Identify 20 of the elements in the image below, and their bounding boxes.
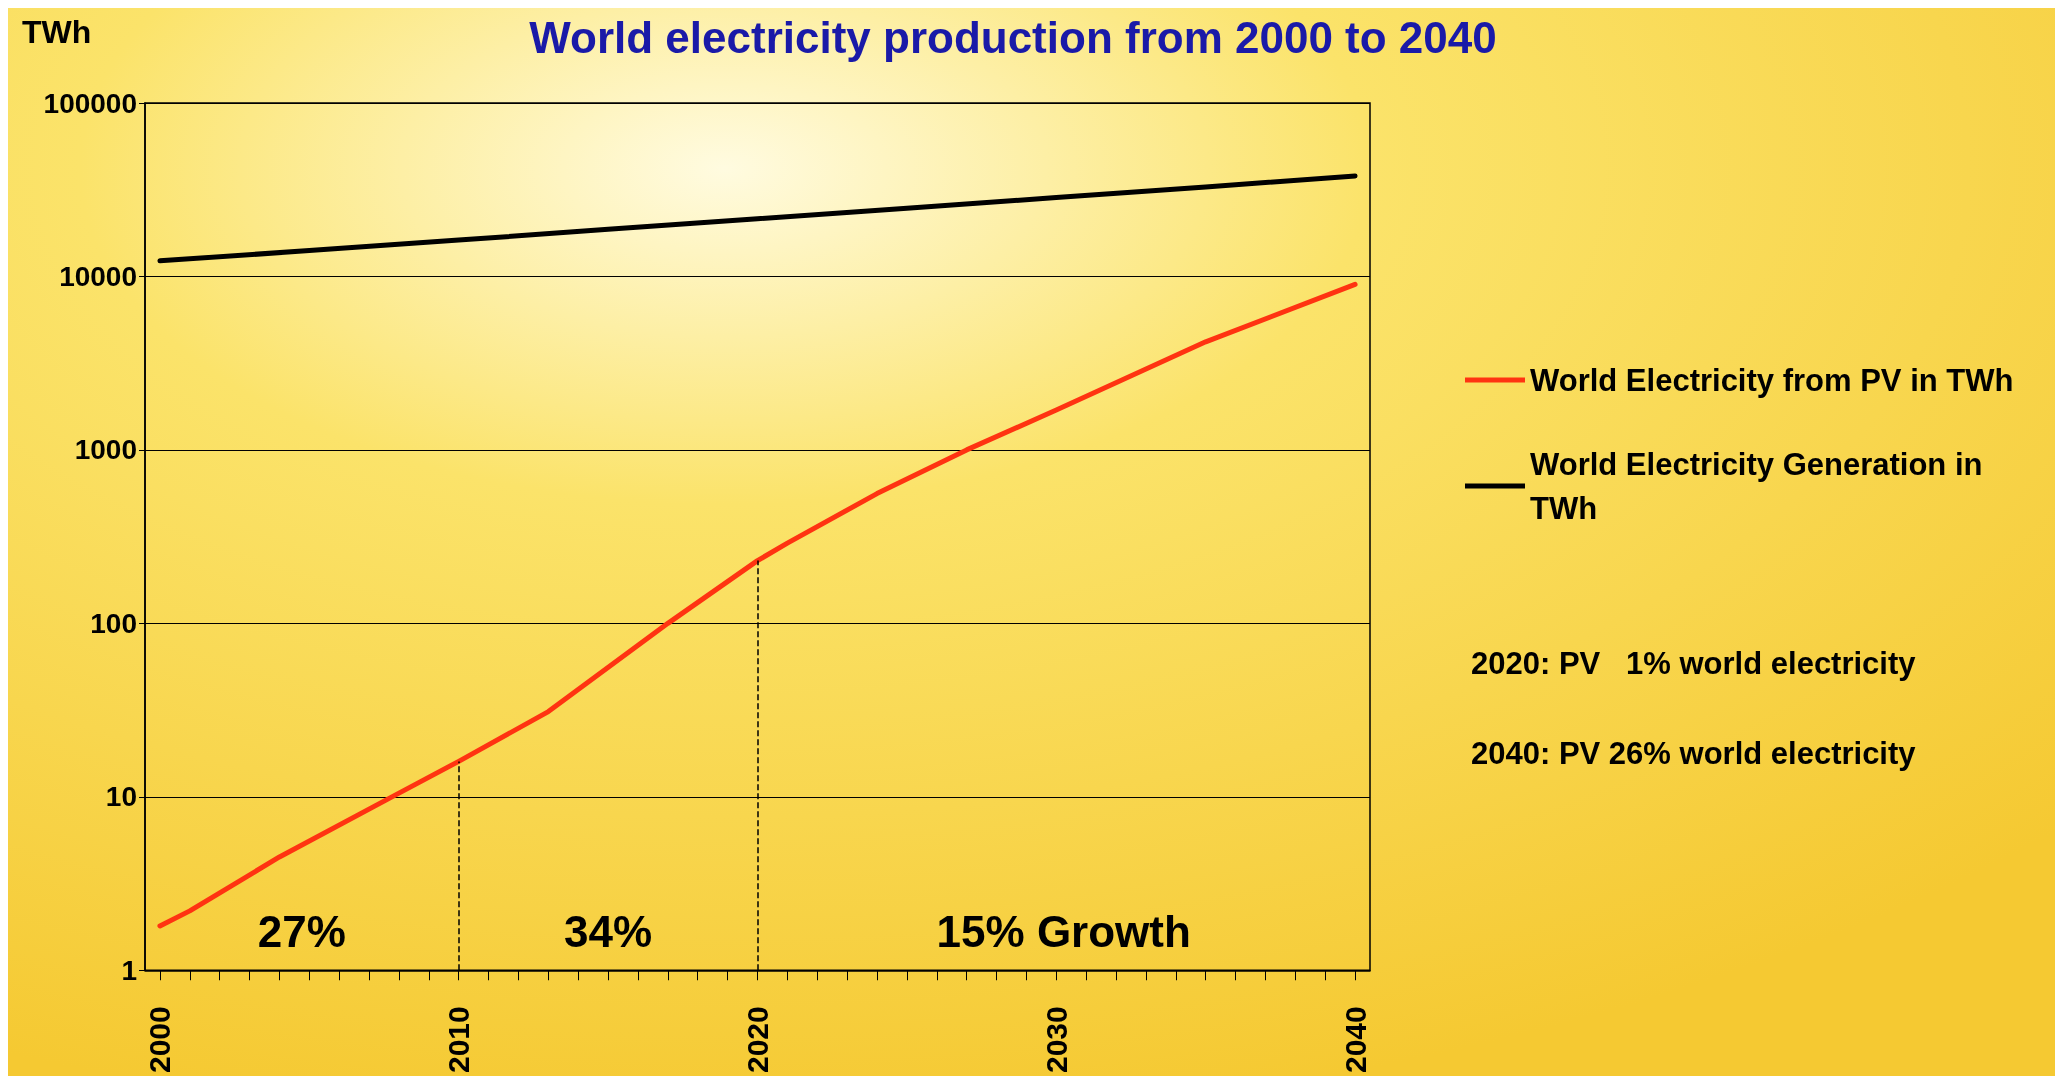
y-axis-title: TWh [22,14,92,50]
y-tick-label: 100000 [43,87,137,119]
legend-label: World Electricity Generation in TWh [1530,446,1992,526]
y-tick-label: 100 [90,607,137,639]
legend-label: World Electricity from PV in TWh [1530,362,2014,398]
y-tick-label: 1 [121,954,137,986]
y-tick-label: 10 [105,781,137,813]
x-tick-label: 2010 [442,1006,476,1074]
annotation: 15% Growth [936,906,1191,956]
x-tick-label: 2000 [143,1006,177,1074]
x-tick-label: 2020 [741,1006,774,1074]
text: 2040: PV 26% world electricity [1471,736,1917,771]
annotation: 34% [564,906,653,956]
y-tick-label: 10000 [59,260,137,292]
x-tick-label: 2030 [1039,1006,1073,1074]
text: 2020: PV 1% world electricity [1471,646,1917,681]
y-tick-label: 1000 [74,434,137,466]
annotation: 27% [257,906,346,956]
x-tick-label: 2040 [1338,1006,1372,1074]
chart-title: World electricity production from 2000 to 2040 [529,12,1497,62]
